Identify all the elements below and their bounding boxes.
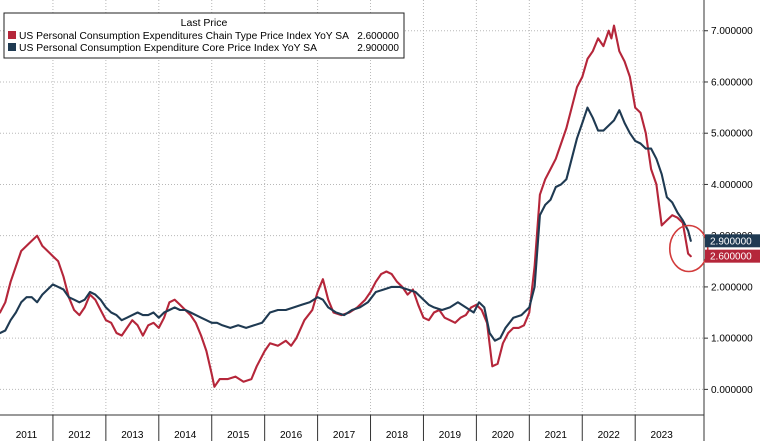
- x-tick-label: 2016: [280, 430, 303, 441]
- x-tick-label: 2021: [545, 430, 568, 441]
- series-line-1: [0, 106, 692, 342]
- x-tick-label: 2017: [333, 430, 356, 441]
- last-value-label-series-1: 2.900000: [710, 236, 752, 247]
- last-value-tag-series-0: [705, 249, 760, 263]
- x-tick-label: 2011: [16, 430, 38, 441]
- annotations: [668, 224, 709, 273]
- x-tick-label: 2023: [651, 430, 674, 441]
- last-value-labels: 2.900000 2.600000: [705, 234, 760, 263]
- legend-box: [3, 12, 405, 59]
- y-tick-label: 0.000000: [711, 385, 753, 396]
- grid: [0, 0, 704, 415]
- last-value-tag-series-1: [705, 234, 760, 248]
- legend-value-series-1: 2.900000: [357, 43, 399, 54]
- plot-background: [0, 0, 704, 415]
- x-axis: 2011 2012 2013 2014 2015 2016 2017 2018 2019 2020…: [0, 414, 704, 441]
- legend-swatch-series-1: [8, 43, 16, 51]
- legend: Last Price US Personal Consumption Expen…: [3, 12, 405, 59]
- y-tick-label: 7.000000: [711, 26, 753, 37]
- x-tick-label: 2012: [68, 430, 91, 441]
- y-tick-label: 6.000000: [711, 77, 753, 88]
- highlight-circle: [668, 224, 709, 273]
- series-group: [0, 24, 692, 388]
- x-tick-label: 2019: [439, 430, 462, 441]
- x-tick-label: 2014: [174, 430, 197, 441]
- y-tick-label: 4.000000: [711, 180, 753, 191]
- x-tick-label: 2015: [227, 430, 250, 441]
- x-tick-label: 2018: [386, 430, 409, 441]
- y-axis: 0.0000001.0000002.0000003.0000004.000000…: [703, 0, 753, 441]
- x-tick-label: 2022: [598, 430, 621, 441]
- legend-entry-series-0: US Personal Consumption Expenditures Cha…: [19, 31, 349, 42]
- y-tick-label: 2.000000: [711, 282, 753, 293]
- y-tick-label: 5.000000: [711, 129, 753, 140]
- legend-value-series-0: 2.600000: [357, 31, 399, 42]
- legend-swatch-series-0: [8, 31, 16, 39]
- legend-title: Last Price: [181, 17, 228, 29]
- x-tick-label: 2020: [492, 430, 515, 441]
- last-value-label-series-0: 2.600000: [710, 252, 752, 263]
- legend-entry-series-1: US Personal Consumption Expenditure Core…: [19, 43, 317, 54]
- x-tick-label: 2013: [121, 430, 144, 441]
- y-tick-label: 1.000000: [711, 334, 753, 345]
- series-line-0: [0, 24, 692, 388]
